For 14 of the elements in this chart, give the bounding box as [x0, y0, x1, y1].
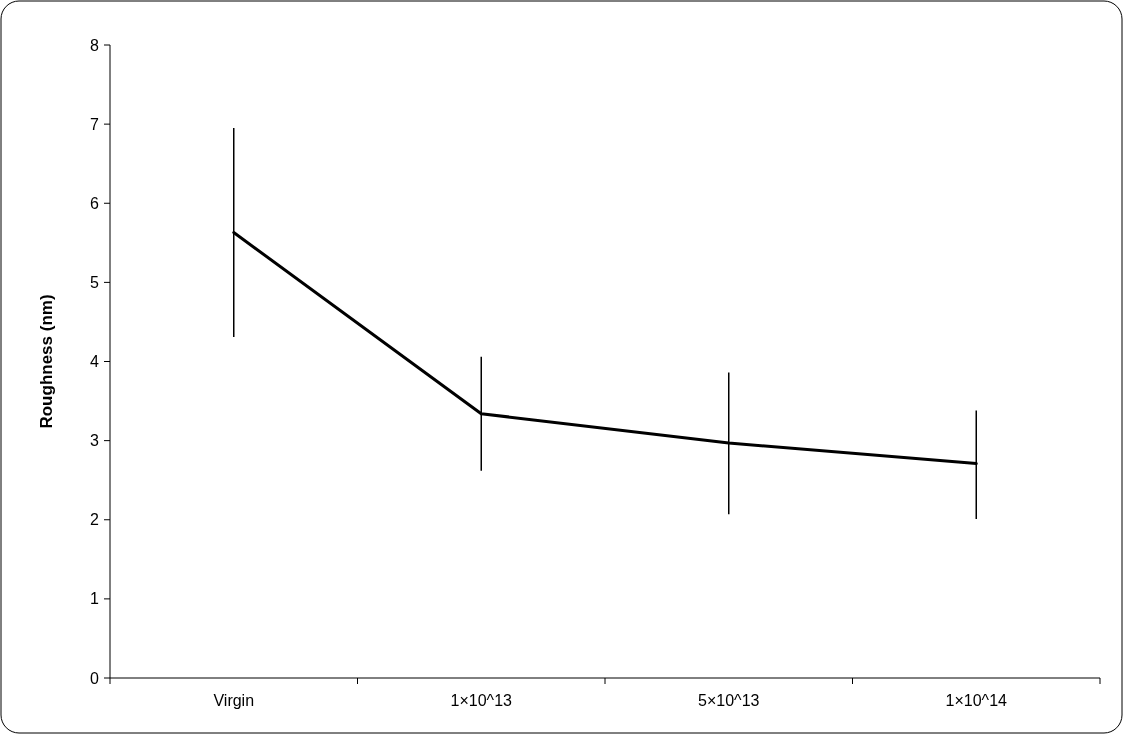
x-tick-label: Virgin [213, 692, 255, 709]
x-tick-label: 5×10^13 [698, 692, 760, 709]
x-tick-label: 1×10^13 [450, 692, 513, 709]
y-tick-label: 1 [90, 590, 100, 608]
y-tick-label: 0 [90, 669, 100, 687]
y-tick-label: 8 [90, 36, 100, 54]
y-axis-title: Roughness (nm) [37, 294, 56, 429]
y-tick-label: 5 [90, 273, 100, 291]
x-tick-label: 1×10^14 [945, 692, 1008, 709]
y-tick-label: 3 [90, 432, 100, 450]
y-tick-label: 4 [90, 353, 100, 371]
y-tick-label: 2 [90, 511, 100, 529]
y-tick-label: 6 [90, 194, 100, 212]
y-tick-label: 7 [90, 115, 100, 133]
